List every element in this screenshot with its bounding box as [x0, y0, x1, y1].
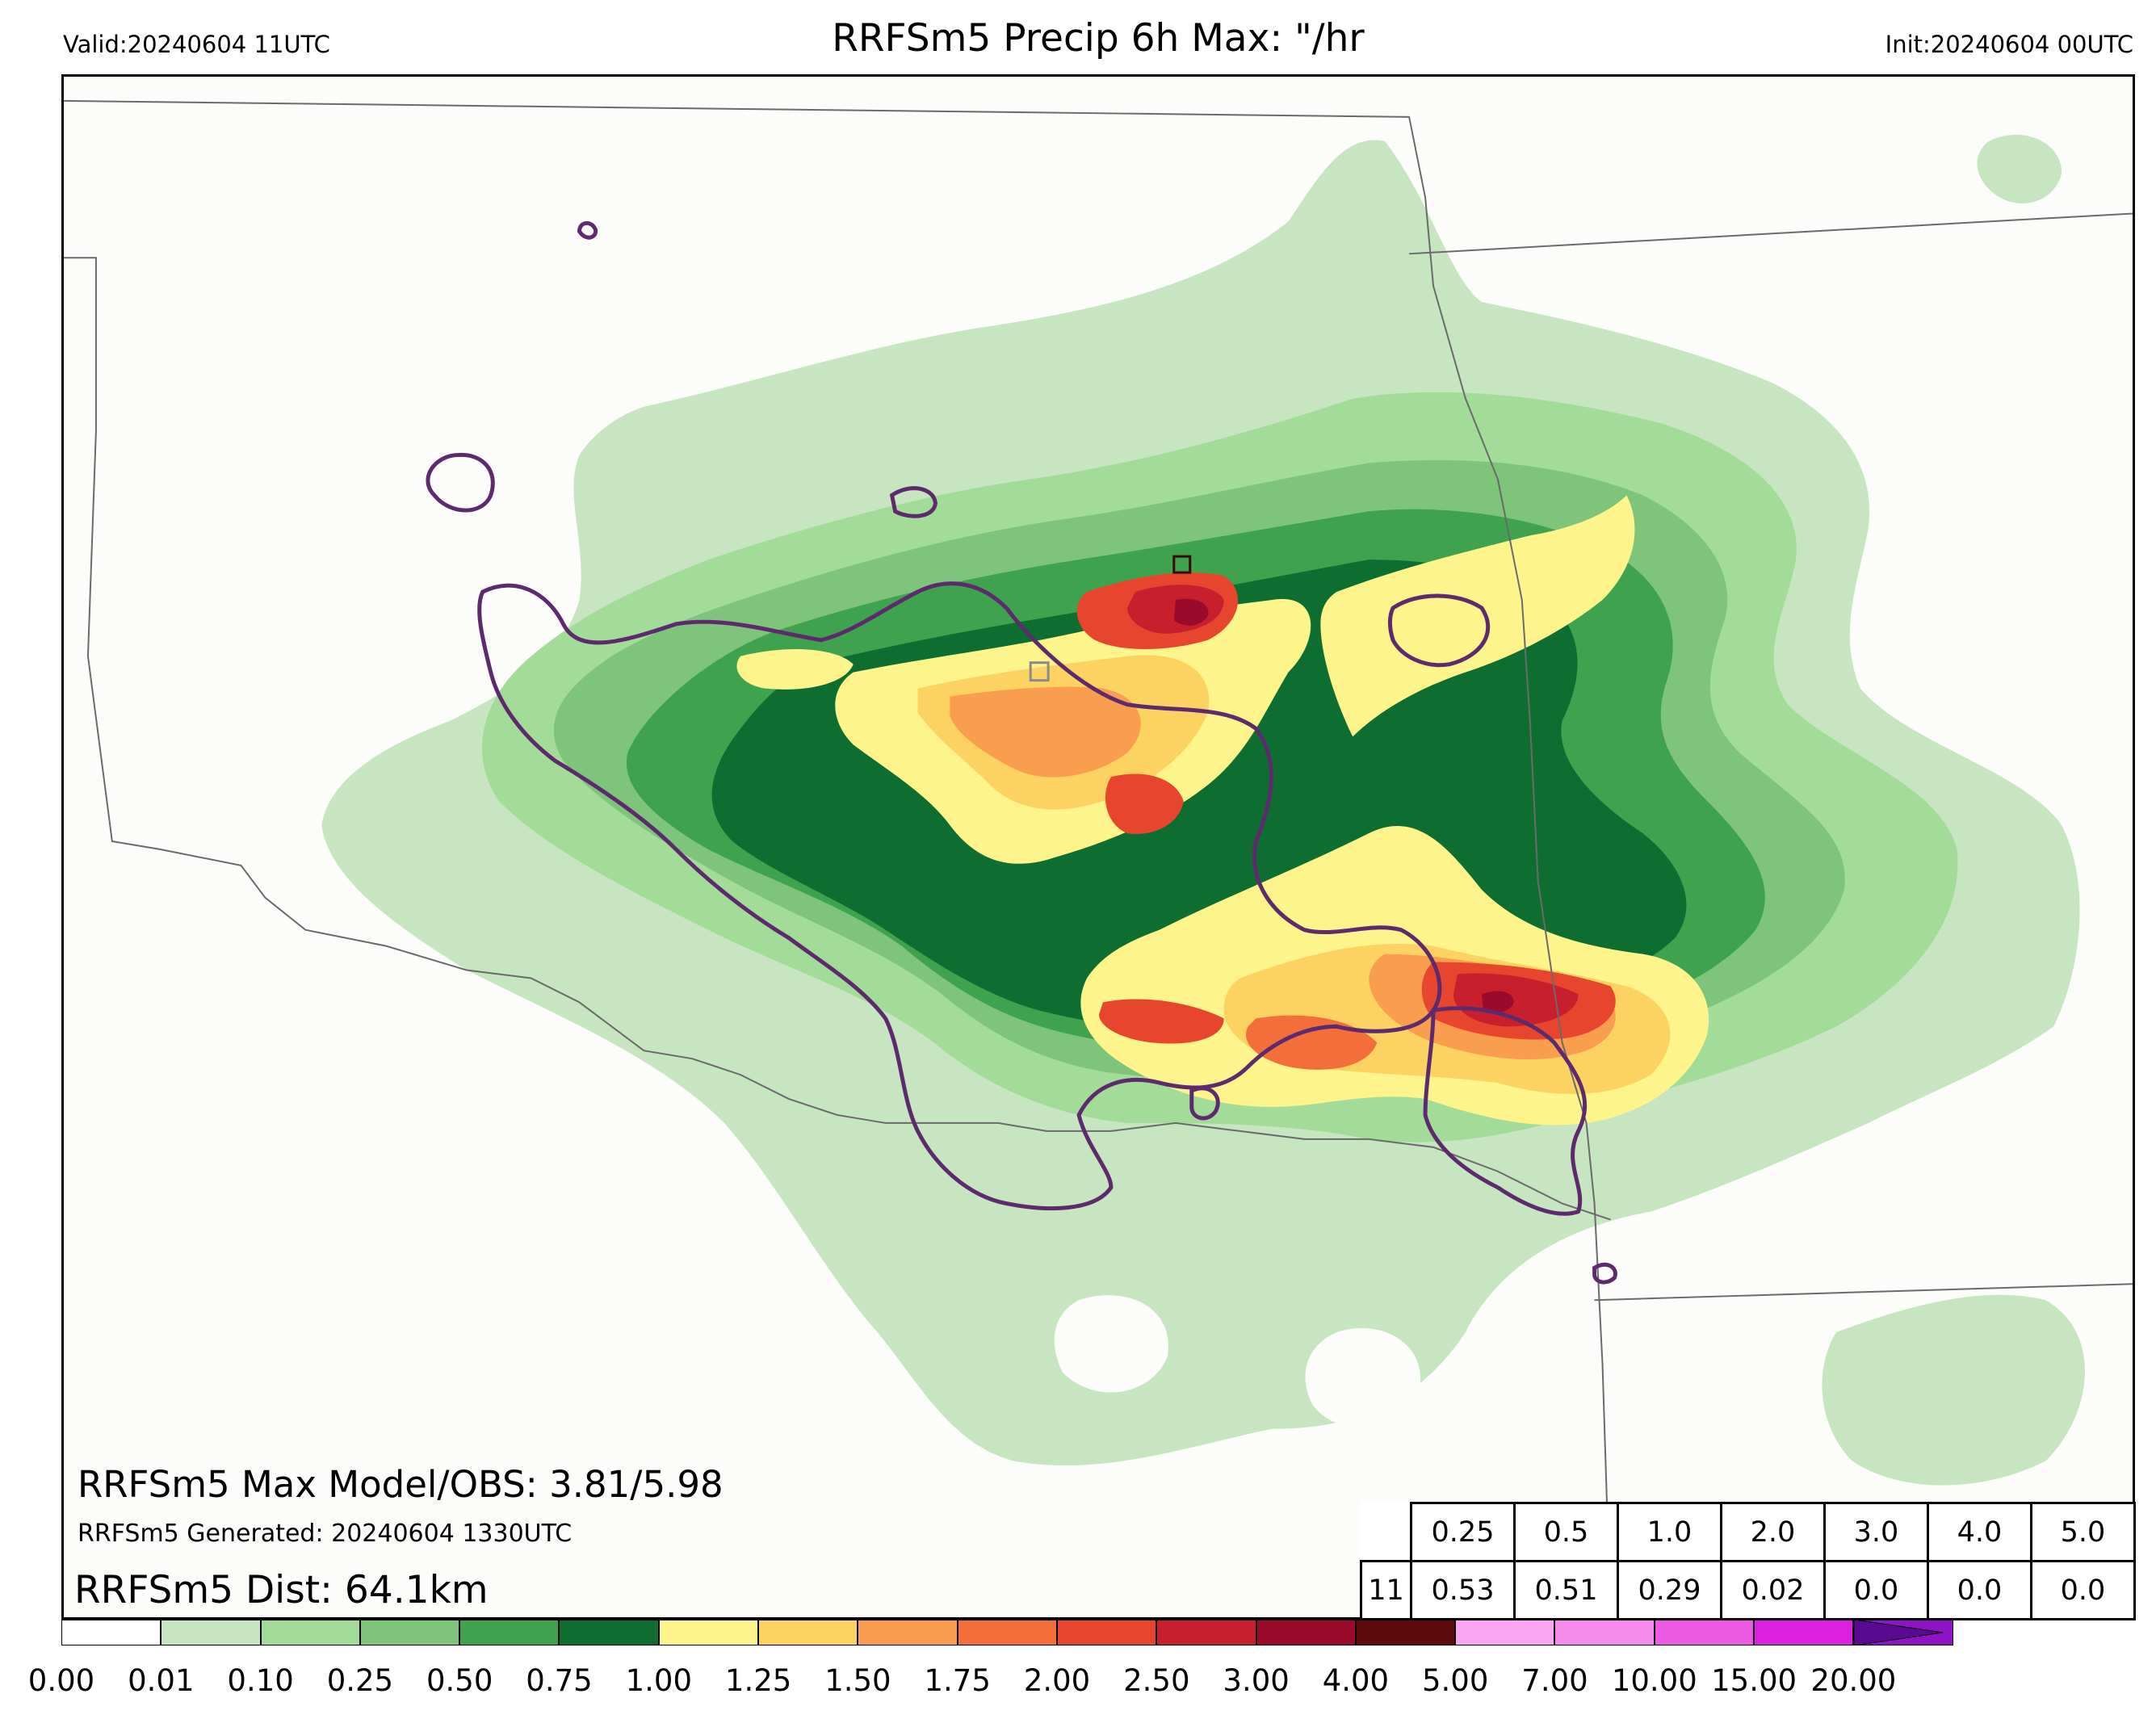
colorbar-segment: [359, 1620, 460, 1645]
colorbar-segment: [1056, 1620, 1157, 1645]
threshold-row-label: 11: [1360, 1560, 1412, 1620]
threshold-header-row: 0.25 0.5 1.0 2.0 3.0 4.0 5.0: [1361, 1502, 2136, 1562]
colorbar-segment: [658, 1620, 759, 1645]
threshold-header-cell: 2.0: [1720, 1502, 1826, 1562]
obs-contour-nw: [426, 453, 495, 513]
state-border-line: [64, 99, 1612, 1617]
colorbar-segment: [957, 1620, 1057, 1645]
init-time: Init:20240604 00UTC: [1885, 31, 2133, 58]
valid-time: Valid:20240604 11UTC: [63, 31, 330, 58]
colorbar-tick-label: 1.25: [724, 1663, 792, 1698]
precip-band-2-00-sw: [1098, 999, 1224, 1044]
precip-gap-1: [1054, 1295, 1168, 1393]
threshold-value-cell: 0.0: [1927, 1560, 2032, 1620]
precip-band-1-00-ne: [1320, 495, 1635, 737]
colorbar-tick-label: 5.00: [1421, 1663, 1489, 1698]
colorbar-segment: [1355, 1620, 1456, 1645]
colorbar-tick-label: 0.10: [227, 1663, 294, 1698]
precip-band-0-01-east: [1822, 1294, 2085, 1486]
colorbar-tick-label: 7.00: [1521, 1663, 1588, 1698]
threshold-header-cell: 3.0: [1823, 1502, 1929, 1562]
colorbar-segment: [1554, 1620, 1655, 1645]
obs-contour-main: [477, 581, 1442, 1211]
colorbar-segment: [61, 1620, 161, 1645]
map-title: RRFSm5 Precip 6h Max: "/hr: [832, 16, 1365, 61]
colorbar-tick-label: 0.01: [128, 1663, 195, 1698]
colorbar-tick-label: 20.00: [1810, 1663, 1897, 1698]
colorbar-segment: [161, 1620, 261, 1645]
colorbar-tick-label: 15.00: [1711, 1663, 1797, 1698]
colorbar: [61, 1620, 1953, 1645]
max-model-marker: [1172, 555, 1192, 574]
colorbar-tick-label: 0.25: [326, 1663, 394, 1698]
colorbar-tick-label: 1.00: [625, 1663, 692, 1698]
threshold-value-row: 11 0.53 0.51 0.29 0.02 0.0 0.0 0.0: [1360, 1560, 2136, 1620]
max-model-obs-stat: RRFSm5 Max Model/OBS: 3.81/5.98: [78, 1463, 724, 1506]
threshold-header-cell: 1.0: [1617, 1502, 1722, 1562]
colorbar-tick-label: 3.00: [1223, 1663, 1290, 1698]
colorbar-segment: [1256, 1620, 1356, 1645]
colorbar-segment: [1156, 1620, 1256, 1645]
obs-contour-small-2: [889, 486, 937, 518]
max-obs-marker: [1029, 661, 1050, 682]
threshold-header-cell: 0.5: [1513, 1502, 1619, 1562]
precip-band-1-00-west: [736, 649, 854, 690]
colorbar-tick-label: 2.00: [1023, 1663, 1091, 1698]
threshold-corner-cell: [1361, 1503, 1411, 1562]
threshold-value-cell: 0.51: [1513, 1560, 1619, 1620]
colorbar-tick-label: 0.00: [27, 1663, 95, 1698]
colorbar-tick-label: 2.50: [1123, 1663, 1190, 1698]
threshold-value-cell: 0.53: [1410, 1560, 1516, 1620]
precip-band-3-00-south-core: [1481, 991, 1514, 1013]
state-border-line-4: [1594, 1283, 2133, 1302]
precip-gap-2: [1305, 1327, 1420, 1428]
obs-contour-small-1: [577, 220, 598, 240]
precip-map: [61, 74, 2135, 1620]
precip-band-0-01-ne: [1977, 134, 2062, 203]
threshold-value-cell: 0.02: [1720, 1560, 1826, 1620]
precip-map-graphic: [64, 99, 2133, 1617]
threshold-header-cell: 5.0: [2030, 1502, 2136, 1562]
colorbar-segment: [1455, 1620, 1555, 1645]
colorbar-segment: [858, 1620, 958, 1645]
colorbar-tick-label: 0.50: [426, 1663, 493, 1698]
colorbar-segment: [758, 1620, 858, 1645]
obs-contour-south-3: [1592, 1262, 1617, 1285]
colorbar-tick-label: 4.00: [1322, 1663, 1390, 1698]
precip-band-2-00-central: [1105, 773, 1184, 834]
colorbar-extend-arrow: [1854, 1620, 1943, 1645]
generated-stat: RRFSm5 Generated: 20240604 1330UTC: [78, 1520, 573, 1548]
colorbar-segment: [459, 1620, 560, 1645]
colorbar-segment: [260, 1620, 360, 1645]
threshold-value-cell: 0.0: [2030, 1560, 2136, 1620]
precip-band-1-50: [950, 686, 1141, 778]
threshold-header-cell: 0.25: [1410, 1502, 1516, 1562]
state-border-line-2: [64, 257, 1611, 1221]
threshold-table: 0.25 0.5 1.0 2.0 3.0 4.0 5.0 11 0.53 0.5…: [1360, 1502, 2136, 1620]
precip-band-2-50-south-core: [1453, 973, 1579, 1027]
precip-band-3-00-core: [1173, 598, 1209, 626]
colorbar-tick-label: 1.75: [924, 1663, 991, 1698]
distance-stat: RRFSm5 Dist: 64.1km: [74, 1568, 489, 1612]
colorbar-tick-label: 1.50: [824, 1663, 891, 1698]
colorbar-segment: [1754, 1620, 1854, 1645]
colorbar-tick-label: 10.00: [1611, 1663, 1697, 1698]
obs-contour-south: [1423, 1006, 1588, 1216]
colorbar-tick-label: 0.75: [526, 1663, 593, 1698]
state-border-line-3: [1409, 212, 2133, 255]
colorbar-segment: [1654, 1620, 1755, 1645]
threshold-header-cell: 4.0: [1927, 1502, 2032, 1562]
obs-contour-east: [1387, 593, 1491, 668]
obs-contour-south-2: [1189, 1086, 1220, 1121]
threshold-value-cell: 0.0: [1823, 1560, 1929, 1620]
threshold-value-cell: 0.29: [1617, 1560, 1722, 1620]
colorbar-segment: [559, 1620, 659, 1645]
